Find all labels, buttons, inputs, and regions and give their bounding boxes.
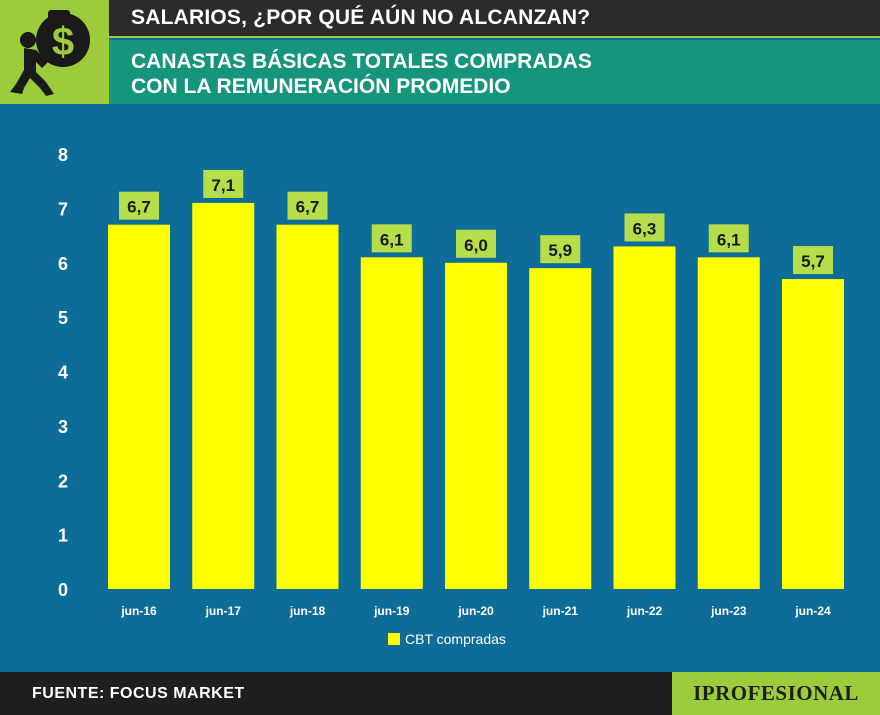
data-label-box xyxy=(119,191,159,220)
data-label-box xyxy=(287,191,328,220)
chart-title: SALARIOS, ¿POR QUÉ AÚN NO ALCANZAN? xyxy=(131,6,591,29)
source-label: FUENTE: FOCUS MARKET xyxy=(32,685,245,702)
y-tick-label: 8 xyxy=(58,145,68,165)
data-label: 6,7 xyxy=(127,198,151,217)
svg-text:$: $ xyxy=(52,20,74,64)
logo-block: $ xyxy=(0,0,109,104)
data-label: 6,0 xyxy=(464,236,488,255)
y-tick-label: 4 xyxy=(58,363,68,383)
y-tick-label: 5 xyxy=(58,308,68,328)
brand-logo: IPROFESIONAL xyxy=(672,672,880,715)
x-tick-label: jun-16 xyxy=(120,604,157,618)
x-tick-label: jun-23 xyxy=(710,604,747,618)
chart-area: 0 1 2 3 4 5 6 7 8 6,7 jun-16 7,1 jun-17 6,7 jun-18 6,1 j… xyxy=(0,104,880,672)
y-tick-label: 2 xyxy=(58,471,68,491)
x-tick-label: jun-20 xyxy=(457,604,494,618)
legend-label: CBT compradas xyxy=(405,631,506,647)
data-label-box xyxy=(456,229,496,258)
data-label: 6,3 xyxy=(633,219,657,238)
subtitle-bar: CANASTAS BÁSICAS TOTALES COMPRADAS CON L… xyxy=(109,40,880,104)
data-label: 6,1 xyxy=(717,230,741,249)
bar-jun-24 xyxy=(782,279,844,589)
chart-subtitle-line-1: CANASTAS BÁSICAS TOTALES COMPRADAS xyxy=(131,50,592,73)
x-tick-label: jun-19 xyxy=(373,604,410,618)
bar-jun-19 xyxy=(360,257,423,589)
data-label: 5,7 xyxy=(801,252,825,271)
title-bar: SALARIOS, ¿POR QUÉ AÚN NO ALCANZAN? xyxy=(109,0,880,38)
data-label: 7,1 xyxy=(211,176,235,195)
data-label-box xyxy=(203,169,244,198)
data-label-box xyxy=(708,224,749,253)
bar-jun-20 xyxy=(445,262,507,589)
bar-jun-22 xyxy=(613,246,676,589)
bar-jun-18 xyxy=(276,224,339,589)
data-label: 6,7 xyxy=(296,198,320,217)
legend-swatch xyxy=(388,633,400,645)
y-tick-label: 0 xyxy=(58,580,68,600)
data-label-box xyxy=(624,213,665,242)
data-label-box xyxy=(371,224,412,253)
y-tick-label: 3 xyxy=(58,417,68,437)
y-tick-label: 6 xyxy=(58,254,68,274)
data-label: 5,9 xyxy=(548,241,572,260)
chart-subtitle-line-2: CON LA REMUNERACIÓN PROMEDIO xyxy=(131,75,511,98)
bar-chart: 0 1 2 3 4 5 6 7 8 6,7 jun-16 7,1 jun-17 6,7 jun-18 6,1 j… xyxy=(58,145,844,647)
y-tick-label: 7 xyxy=(58,199,68,219)
footer: FUENTE: FOCUS MARKET IPROFESIONAL xyxy=(0,672,880,715)
money-bag-carrier-icon: $ xyxy=(10,10,90,96)
x-tick-label: jun-24 xyxy=(794,604,831,618)
bar-jun-16 xyxy=(108,224,170,589)
data-label-box xyxy=(793,246,833,275)
x-tick-label: jun-21 xyxy=(542,604,579,618)
x-tick-label: jun-17 xyxy=(205,604,242,618)
bar-jun-17 xyxy=(192,202,255,589)
x-tick-label: jun-18 xyxy=(289,604,326,618)
data-label-box xyxy=(540,235,581,264)
bar-jun-23 xyxy=(697,257,760,589)
bar-jun-21 xyxy=(529,268,592,589)
x-tick-label: jun-22 xyxy=(626,604,663,618)
data-label: 6,1 xyxy=(380,230,404,249)
y-tick-label: 1 xyxy=(58,526,68,546)
